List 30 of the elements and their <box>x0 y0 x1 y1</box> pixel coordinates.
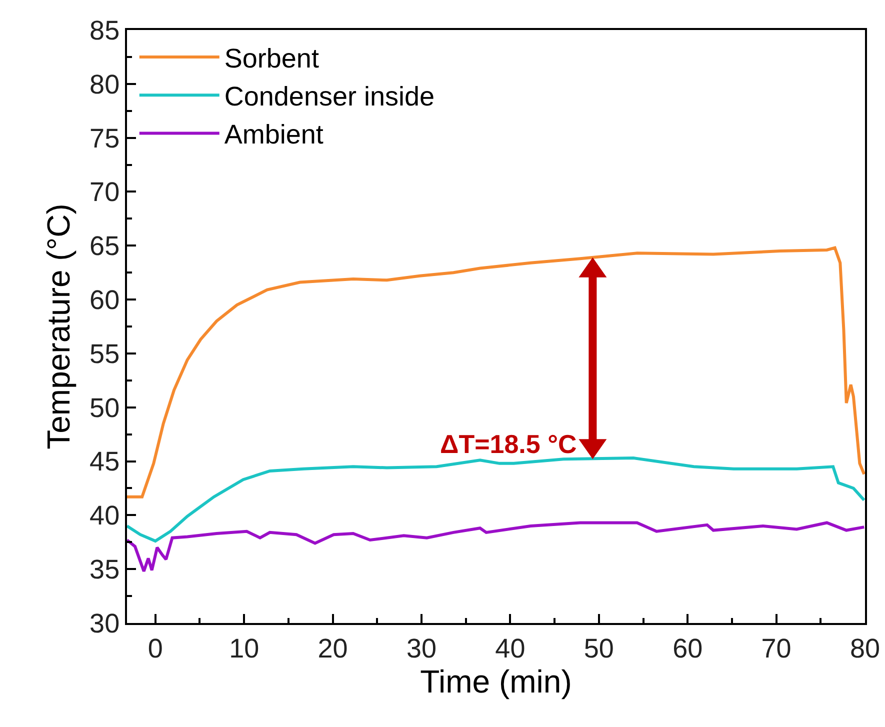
y-tick-label: 70 <box>90 177 120 208</box>
x-tick-label: 80 <box>850 633 880 664</box>
x-tick-label: 0 <box>148 633 163 664</box>
x-tick-label: 70 <box>761 633 792 664</box>
line-series <box>127 521 865 573</box>
x-tick-label: 40 <box>495 633 526 664</box>
legend-label: Condenser inside <box>224 82 435 112</box>
x-tick-label: 20 <box>318 633 348 664</box>
x-tick-label: 10 <box>229 633 260 664</box>
line-series <box>127 246 865 498</box>
y-tick-label: 85 <box>90 15 120 46</box>
y-tick-label: 50 <box>90 392 120 423</box>
x-axis-title: Time (min) <box>420 663 572 700</box>
y-tick-label: 45 <box>90 446 120 477</box>
y-tick-label: 75 <box>90 123 120 154</box>
y-tick-label: 30 <box>90 608 120 638</box>
y-axis-title: Temperature (°C) <box>40 204 76 450</box>
legend-label: Ambient <box>224 120 324 150</box>
line-series <box>127 456 865 543</box>
x-tick-label: 60 <box>672 633 703 664</box>
y-tick-label: 55 <box>90 338 120 369</box>
y-tick-label: 35 <box>90 554 120 585</box>
y-tick-label: 60 <box>90 285 120 315</box>
legend-label: Sorbent <box>224 44 320 74</box>
x-tick-label: 50 <box>584 633 614 664</box>
y-tick-label: 80 <box>90 69 120 100</box>
y-tick-label: 40 <box>90 500 120 531</box>
y-tick-label: 65 <box>90 231 120 262</box>
annotation: ΔT=18.5 °C <box>440 429 577 459</box>
x-tick-label: 30 <box>406 633 437 664</box>
